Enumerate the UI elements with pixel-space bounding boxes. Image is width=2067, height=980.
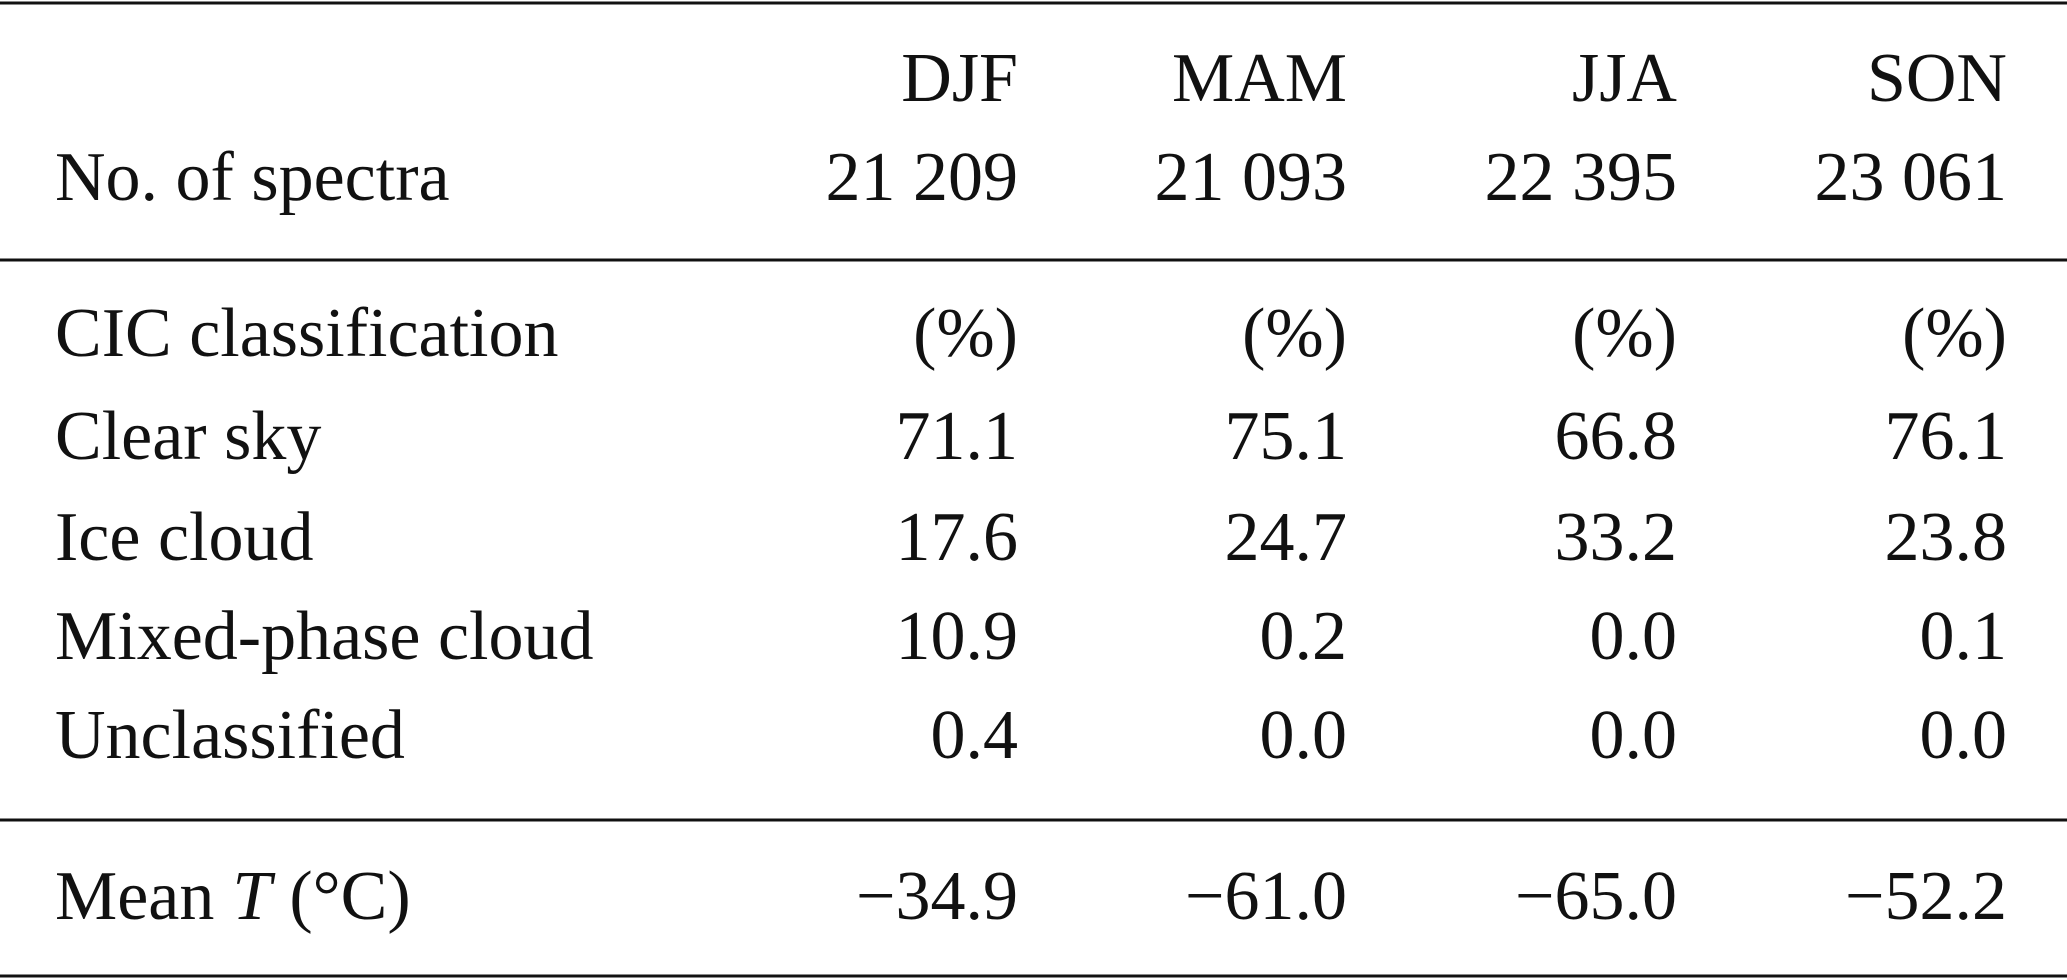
cell: 17.6 — [896, 499, 1019, 576]
column-header: MAM — [1172, 40, 1347, 117]
row-label: Clear sky — [55, 398, 321, 475]
cell: 10.9 — [896, 598, 1019, 675]
cell: 71.1 — [896, 398, 1019, 475]
label-part: Mean — [55, 858, 214, 935]
row-label: Mean T (°C) — [55, 858, 411, 935]
row-label: Ice cloud — [55, 499, 313, 576]
row-label: Unclassified — [55, 697, 405, 774]
cell: 0.1 — [1920, 598, 2008, 675]
row-label: No. of spectra — [55, 139, 450, 216]
cell: 0.2 — [1260, 598, 1348, 675]
cell: (%) — [913, 295, 1018, 372]
cell: −65.0 — [1515, 858, 1677, 935]
cell: 76.1 — [1885, 398, 2008, 475]
row-label: CIC classification — [55, 295, 559, 372]
cell: 0.4 — [931, 697, 1019, 774]
cell: 66.8 — [1555, 398, 1678, 475]
column-header: JJA — [1572, 40, 1677, 117]
cell: 21 093 — [1155, 139, 1348, 216]
cell: (%) — [1902, 295, 2007, 372]
cell: 23 061 — [1815, 139, 2008, 216]
cell: 0.0 — [1590, 598, 1678, 675]
cell: 0.0 — [1920, 697, 2008, 774]
cell: −34.9 — [856, 858, 1018, 935]
cell: 24.7 — [1225, 499, 1348, 576]
cell: (%) — [1572, 295, 1677, 372]
cell: 23.8 — [1885, 499, 2008, 576]
label-part: (°C) — [289, 858, 410, 935]
cell: 0.0 — [1260, 697, 1348, 774]
cell: −52.2 — [1845, 858, 2007, 935]
cell: −61.0 — [1185, 858, 1347, 935]
column-header: DJF — [901, 40, 1018, 117]
cell: (%) — [1242, 295, 1347, 372]
cell: 22 395 — [1485, 139, 1678, 216]
label-part: T — [232, 858, 276, 935]
cell: 33.2 — [1555, 499, 1678, 576]
cell: 75.1 — [1225, 398, 1348, 475]
row-label: Mixed-phase cloud — [55, 598, 593, 675]
column-header: SON — [1867, 40, 2007, 117]
cell: 0.0 — [1590, 697, 1678, 774]
cell: 21 209 — [826, 139, 1019, 216]
